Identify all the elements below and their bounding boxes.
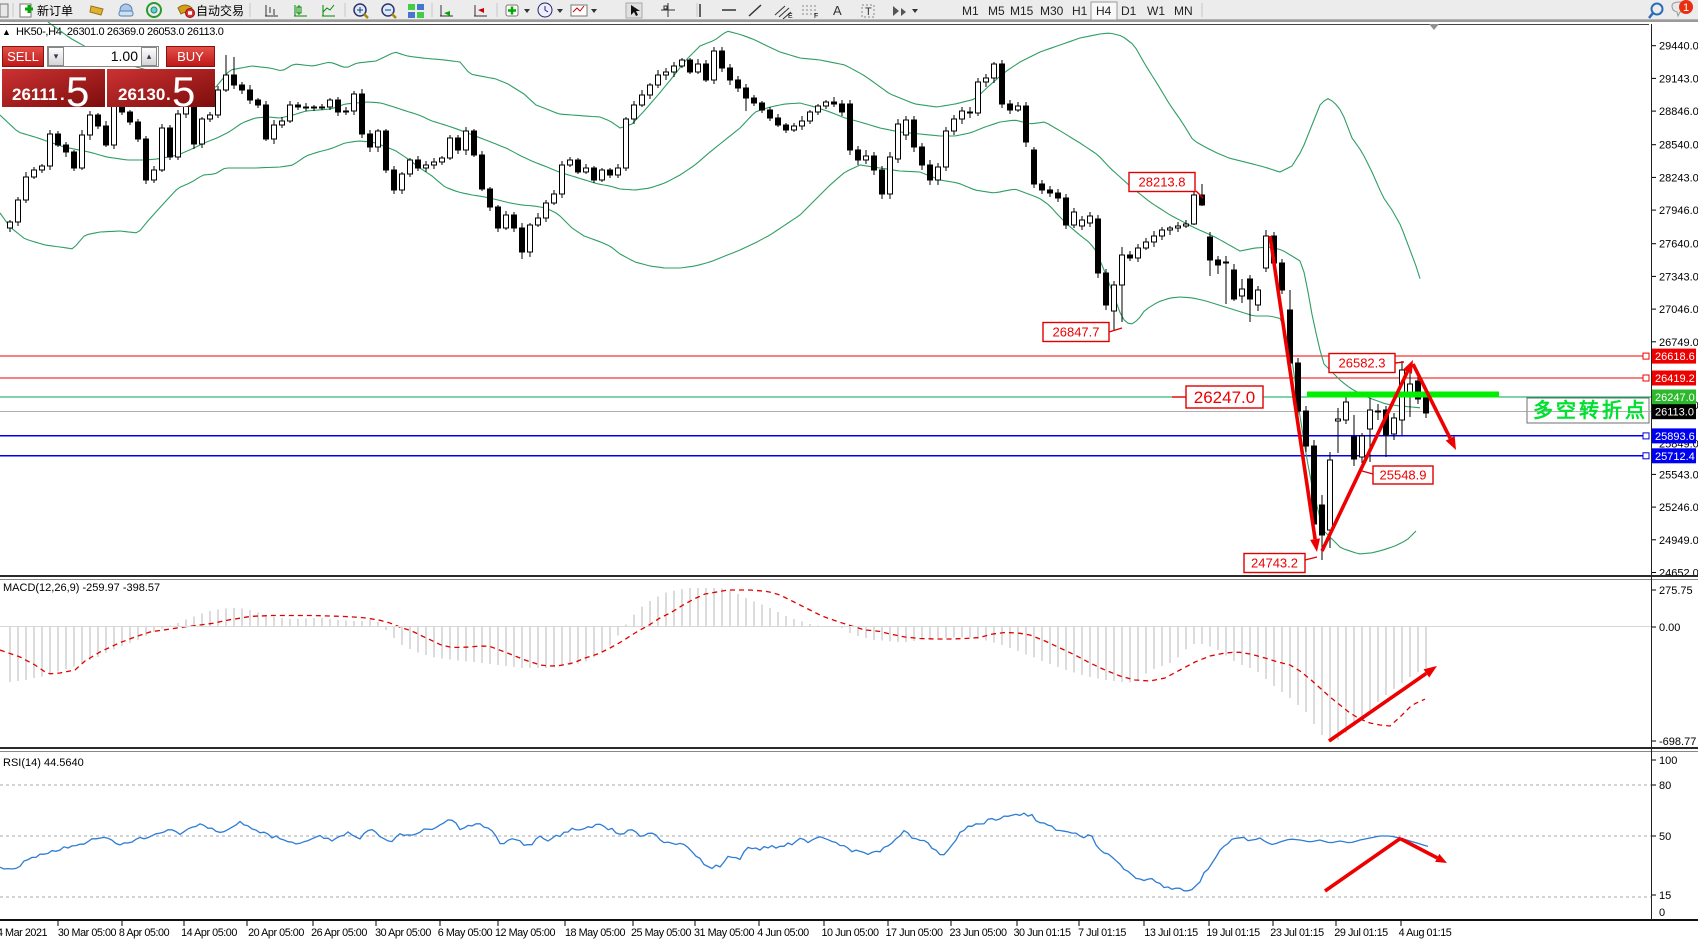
svg-text:12 May 05:00: 12 May 05:00 [495,927,555,939]
svg-text:29 Jul 01:15: 29 Jul 01:15 [1334,927,1388,939]
svg-text:27640.0: 27640.0 [1659,239,1698,251]
svg-text:26847.7: 26847.7 [1053,325,1100,340]
svg-text:F: F [814,13,818,20]
svg-text:A: A [833,3,842,18]
svg-text:26247.0: 26247.0 [1194,388,1255,407]
svg-text:28846.0: 28846.0 [1659,106,1698,118]
svg-text:多空转折点: 多空转折点 [1533,398,1648,422]
svg-text:31 May 05:00: 31 May 05:00 [694,927,754,939]
svg-text:28243.0: 28243.0 [1659,172,1698,184]
svg-text:30 Mar 05:00: 30 Mar 05:00 [58,927,117,939]
svg-text:E: E [788,13,793,20]
svg-text:25543.0: 25543.0 [1659,469,1698,481]
svg-text:25 May 05:00: 25 May 05:00 [631,927,691,939]
svg-text:W1: W1 [1147,4,1165,18]
svg-text:26582.3: 26582.3 [1339,356,1386,371]
svg-text:26419.2: 26419.2 [1655,373,1695,385]
svg-text:26247.0: 26247.0 [1655,392,1695,404]
svg-text:M1: M1 [962,4,979,18]
svg-text:30 Jun 01:15: 30 Jun 01:15 [1013,927,1070,939]
svg-text:29143.0: 29143.0 [1659,73,1698,85]
svg-text:MN: MN [1174,4,1193,18]
svg-text:6 May 05:00: 6 May 05:00 [438,927,493,939]
svg-text:7 Jul 01:15: 7 Jul 01:15 [1078,927,1126,939]
svg-text:1: 1 [1683,2,1689,14]
svg-text:D1: D1 [1121,4,1137,18]
svg-text:M30: M30 [1040,4,1064,18]
svg-text:23 Jun 05:00: 23 Jun 05:00 [949,927,1006,939]
svg-text:26618.6: 26618.6 [1655,351,1695,363]
svg-text:13 Jul 01:15: 13 Jul 01:15 [1144,927,1198,939]
svg-text:-698.77: -698.77 [1659,736,1696,748]
svg-text:自动交易: 自动交易 [196,3,244,18]
svg-text:17 Jun 05:00: 17 Jun 05:00 [885,927,942,939]
svg-text:24743.2: 24743.2 [1251,556,1298,571]
svg-text:▲: ▲ [2,27,11,37]
svg-text:30 Apr 05:00: 30 Apr 05:00 [375,927,431,939]
svg-text:0.00: 0.00 [1659,622,1680,634]
svg-text:25548.9: 25548.9 [1380,468,1427,483]
svg-text:8 Apr 05:00: 8 Apr 05:00 [119,927,170,939]
svg-text:27946.0: 27946.0 [1659,205,1698,217]
svg-text:24652.0: 24652.0 [1659,568,1698,580]
svg-text:10 Jun 05:00: 10 Jun 05:00 [821,927,878,939]
svg-text:23 Jul 01:15: 23 Jul 01:15 [1270,927,1324,939]
svg-text:新订单: 新订单 [37,3,73,18]
svg-text:25712.4: 25712.4 [1655,451,1695,463]
svg-text:HK50-,H4 26301.0 26369.0 2605: HK50-,H4 26301.0 26369.0 26053.0 26113.0 [16,26,224,38]
svg-text:M15: M15 [1010,4,1034,18]
svg-text:RSI(14) 44.5640: RSI(14) 44.5640 [3,757,84,769]
svg-text:29440.0: 29440.0 [1659,41,1698,53]
svg-text:28540.0: 28540.0 [1659,140,1698,152]
svg-text:27343.0: 27343.0 [1659,271,1698,283]
svg-text:27046.0: 27046.0 [1659,304,1698,316]
svg-text:25893.6: 25893.6 [1655,431,1695,443]
svg-text:M5: M5 [988,4,1005,18]
svg-text:26113.0: 26113.0 [1655,407,1694,419]
svg-text:24949.0: 24949.0 [1659,535,1698,547]
svg-text:18 May 05:00: 18 May 05:00 [565,927,625,939]
svg-text:20 Apr 05:00: 20 Apr 05:00 [248,927,304,939]
svg-text:0: 0 [1659,907,1665,919]
svg-text:MACD(12,26,9) -259.97 -398.57: MACD(12,26,9) -259.97 -398.57 [3,582,160,594]
svg-text:4 Jun 05:00: 4 Jun 05:00 [757,927,809,939]
svg-text:T: T [865,6,872,18]
svg-text:25246.0: 25246.0 [1659,502,1698,514]
svg-text:H1: H1 [1072,4,1088,18]
svg-text:100: 100 [1659,755,1677,767]
svg-text:28213.8: 28213.8 [1139,175,1186,190]
svg-text:15: 15 [1659,890,1671,902]
svg-text:26 Apr 05:00: 26 Apr 05:00 [311,927,367,939]
svg-text:4 Mar 2021: 4 Mar 2021 [0,927,47,939]
svg-text:80: 80 [1659,780,1671,792]
svg-text:H4: H4 [1096,4,1112,18]
svg-text:50: 50 [1659,831,1671,843]
svg-text:19 Jul 01:15: 19 Jul 01:15 [1206,927,1260,939]
svg-text:14 Apr 05:00: 14 Apr 05:00 [181,927,237,939]
svg-text:26749.0: 26749.0 [1659,337,1698,349]
svg-text:4 Aug 01:15: 4 Aug 01:15 [1399,927,1452,939]
svg-text:275.75: 275.75 [1659,585,1693,597]
